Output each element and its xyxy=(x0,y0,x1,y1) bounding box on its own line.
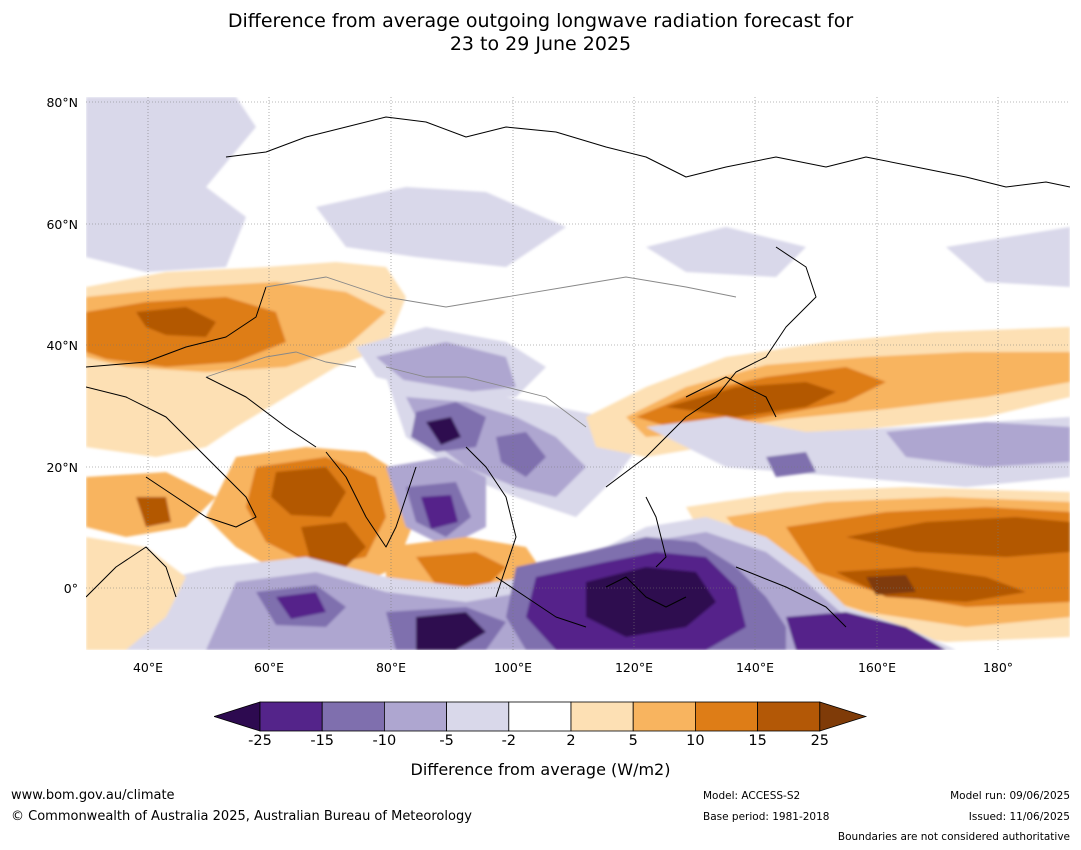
colorbar-tick-label: 5 xyxy=(628,733,638,749)
colorbar-segment xyxy=(446,701,510,732)
colorbar-tick-label: -15 xyxy=(310,733,335,749)
colorbar-tick-label: 25 xyxy=(810,733,830,749)
lon-label-60e: 60°E xyxy=(253,660,285,675)
olr-anomaly-map xyxy=(86,97,1070,650)
colorbar-segment xyxy=(321,701,385,732)
colorbar-tick-label: -25 xyxy=(248,733,272,749)
issued-text: Issued: 11/06/2025 xyxy=(968,811,1070,823)
disclaimer-text: Boundaries are not considered authoritat… xyxy=(837,831,1070,843)
colorbar-segment xyxy=(694,701,758,732)
map-title: Difference from average outgoing longwav… xyxy=(0,10,1081,56)
title-line-1: Difference from average outgoing longwav… xyxy=(227,10,854,32)
colorbar-label: Difference from average (W/m2) xyxy=(410,760,671,779)
colorbar-segment xyxy=(259,701,323,732)
lon-label-40e: 40°E xyxy=(132,660,164,675)
lon-label-180: 180° xyxy=(982,660,1014,675)
colorbar xyxy=(212,700,868,738)
lon-label-80e: 80°E xyxy=(375,660,407,675)
colorbar-extend-low xyxy=(212,701,261,732)
lon-label-120e: 120°E xyxy=(614,660,653,675)
colorbar-segment xyxy=(383,701,447,732)
lon-label-160e: 160°E xyxy=(857,660,896,675)
title-line-2: 23 to 29 June 2025 xyxy=(449,33,632,55)
colorbar-tick-label: 15 xyxy=(748,733,767,749)
lat-label-60n: 60°N xyxy=(46,217,78,232)
copyright-text: © Commonwealth of Australia 2025, Austra… xyxy=(11,809,472,824)
colorbar-tick-label: 10 xyxy=(686,733,705,749)
colorbar-segment xyxy=(757,701,821,732)
lat-label-80n: 80°N xyxy=(46,95,78,110)
colorbar-tick-label: -10 xyxy=(372,733,397,749)
colorbar-tick-label: -5 xyxy=(439,733,454,749)
colorbar-segment xyxy=(570,701,634,732)
lon-label-140e: 140°E xyxy=(735,660,774,675)
colorbar-tick-label: -2 xyxy=(501,733,517,749)
model-text: Model: ACCESS-S2 xyxy=(703,790,801,802)
lat-label-0: 0° xyxy=(63,581,78,596)
colorbar-segment xyxy=(632,701,696,732)
base-period-text: Base period: 1981-2018 xyxy=(703,811,830,823)
lon-label-100e: 100°E xyxy=(493,660,532,675)
lat-label-20n: 20°N xyxy=(46,460,78,475)
colorbar-tick-label: 2 xyxy=(566,733,576,749)
lat-label-40n: 40°N xyxy=(46,338,78,353)
colorbar-segment xyxy=(508,701,572,732)
website-link[interactable]: www.bom.gov.au/climate xyxy=(11,788,175,803)
model-run-text: Model run: 09/06/2025 xyxy=(950,790,1070,802)
colorbar-extend-high xyxy=(819,701,868,732)
